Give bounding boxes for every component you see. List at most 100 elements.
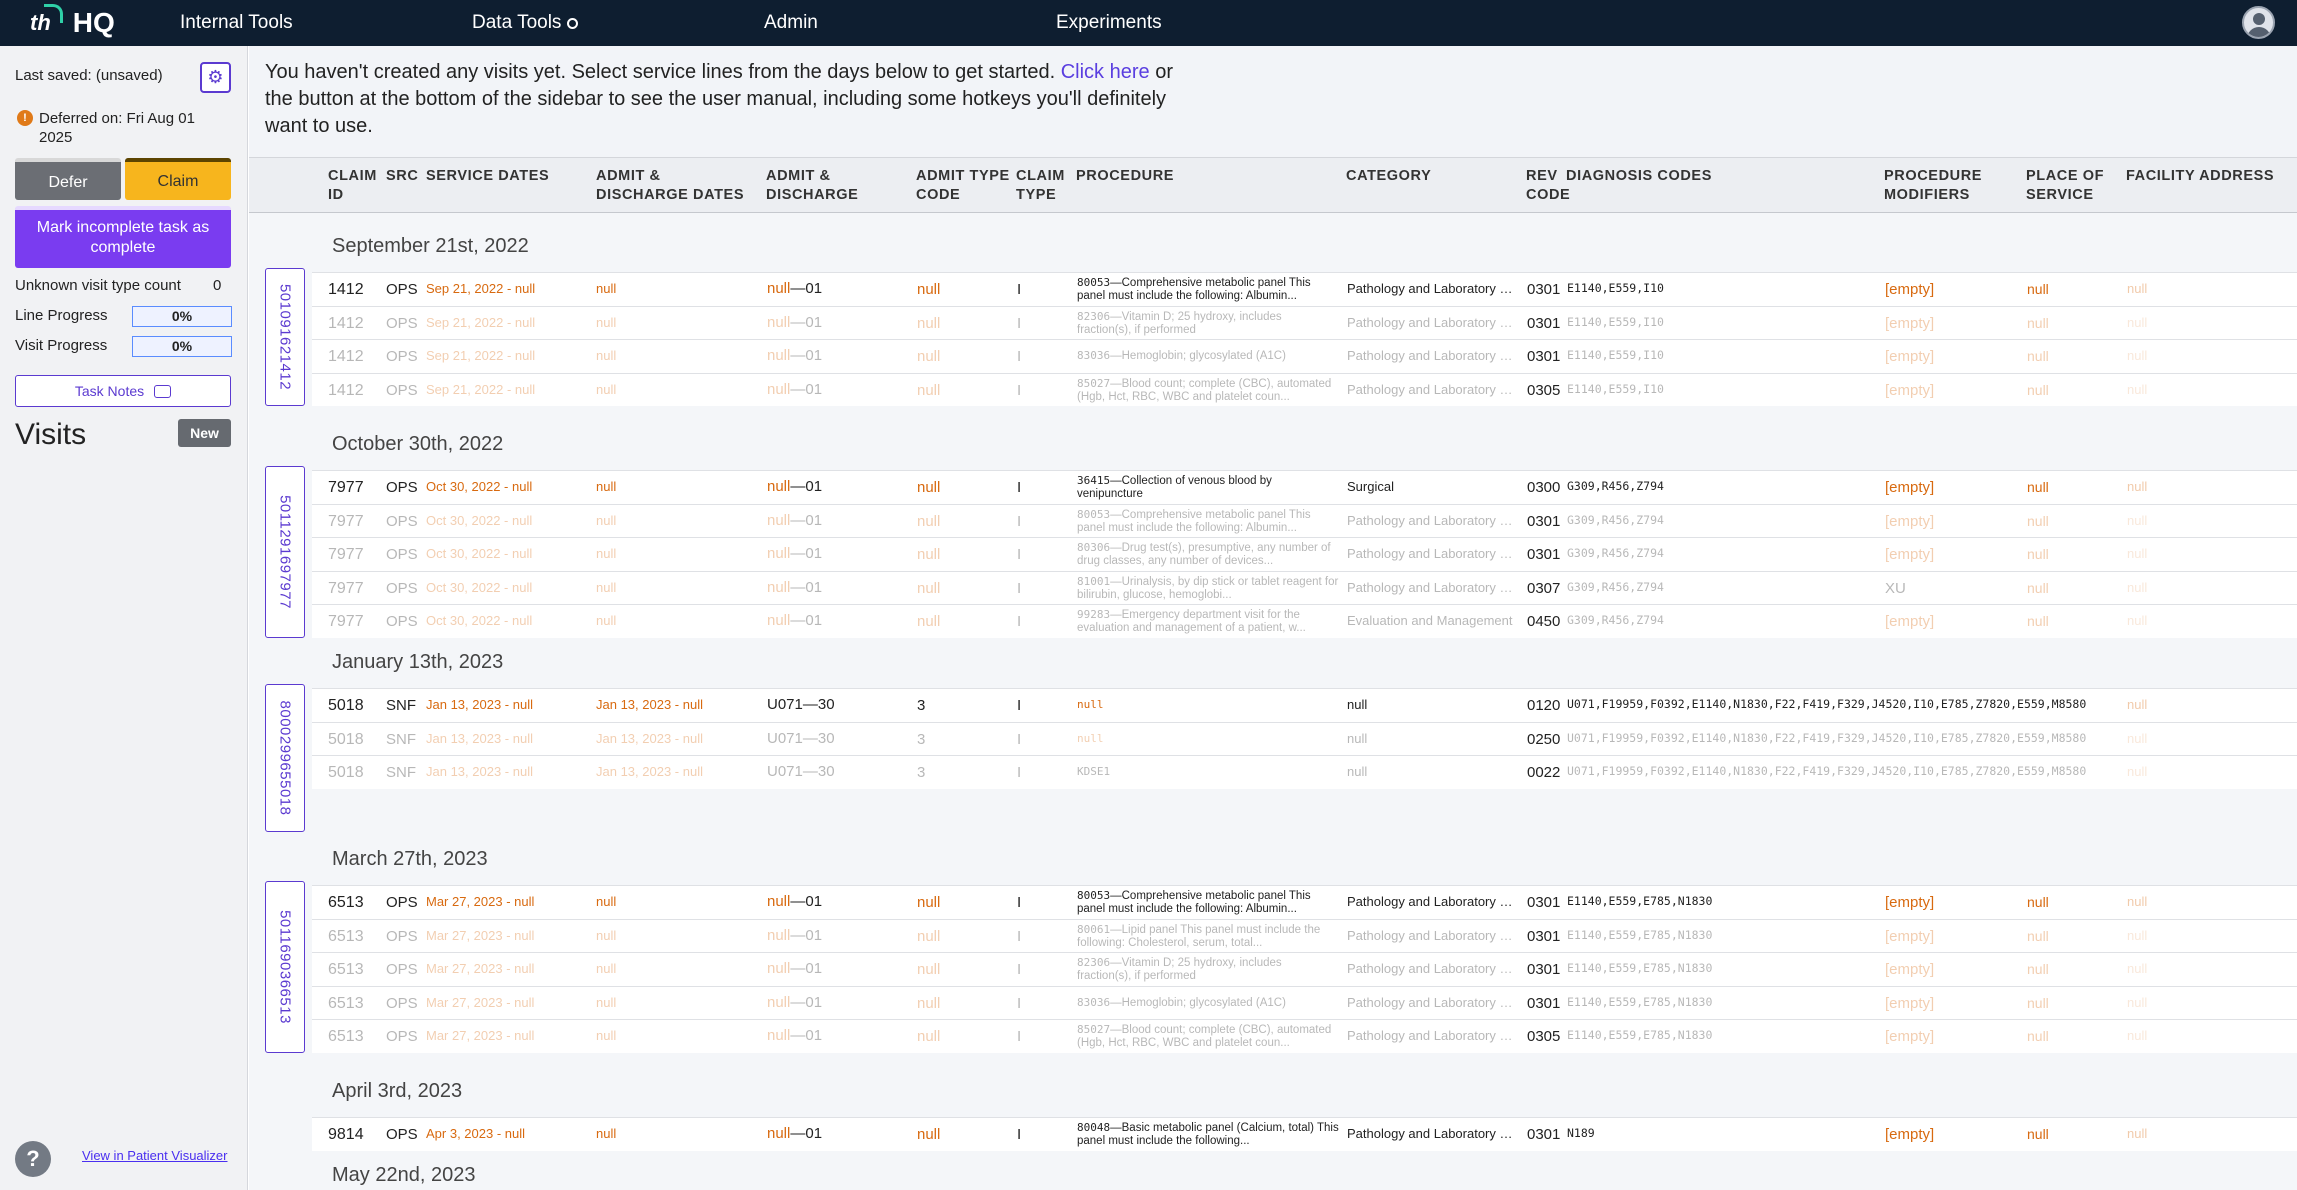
rev-code-cell: 0301 — [1527, 894, 1561, 911]
table-row[interactable]: 1412 OPS Sep 21, 2022 - null null null I Patho… — [312, 339, 2297, 373]
table-row[interactable]: 7977 OPS Oct 30, 2022 - null null null I Patho… — [312, 570, 2297, 604]
manual-link[interactable]: Click here — [1060, 61, 1150, 83]
category-cell: Pathology and Laboratory Procedures — [1347, 1028, 1517, 1043]
admit-discharge-cell: U071—30 — [767, 730, 835, 747]
discharge-code: 01 — [805, 478, 823, 495]
claim-id-cell: 1412 — [328, 381, 364, 399]
facility-cell: null — [2127, 1126, 2148, 1141]
banner-text: You haven't created any visits yet. Sele… — [265, 61, 1056, 83]
place-of-service-cell: null — [2027, 961, 2049, 977]
procedure-separator: — — [1110, 310, 1122, 323]
task-notes-button[interactable]: Task Notes — [15, 375, 231, 407]
table-row[interactable]: 9814 OPS Apr 3, 2023 - null null null I Pathol… — [312, 1117, 2297, 1151]
modifier-cell: [empty] — [1885, 281, 1935, 298]
line-progress-value: 0% — [132, 306, 232, 327]
help-icon[interactable]: ? — [15, 1141, 51, 1177]
new-visit-button[interactable]: New — [178, 419, 231, 447]
procedure-cell: 80053—Comprehensive metabolic panel This… — [1077, 508, 1339, 535]
admit-type-cell: null — [917, 1126, 941, 1143]
warning-icon: ! — [17, 110, 33, 126]
user-avatar-icon[interactable] — [2242, 6, 2275, 39]
rev-code-cell: 0305 — [1527, 1028, 1561, 1045]
nav-menu: Internal Tools Data Tools Admin Experime… — [160, 12, 1348, 34]
table-row[interactable]: 1412 OPS Sep 21, 2022 - null null null I Patho… — [312, 372, 2297, 406]
service-date-cell: Oct 30, 2022 - null — [426, 546, 533, 561]
discharge-code: 01 — [805, 578, 823, 596]
table-row[interactable]: 7977 OPS Oct 30, 2022 - null null null I Evalu… — [312, 604, 2297, 638]
claim-visit-tab[interactable]: 5011690366513 — [265, 881, 305, 1053]
procedure-separator: — — [1110, 609, 1122, 621]
col-procedure-modifiers: PROCEDURE MODIFIERS — [1884, 168, 1983, 203]
admit-type-cell: null — [917, 927, 941, 945]
table-row[interactable]: 5018 SNF Jan 13, 2023 - null Jan 13, 2023 -… — [312, 721, 2297, 755]
table-row[interactable]: 5018 SNF Jan 13, 2023 - null Jan 13, 2023 -… — [312, 688, 2297, 722]
claim-id-cell: 5018 — [328, 764, 364, 781]
procedure-code: 99283 — [1077, 608, 1111, 621]
modifier-cell: [empty] — [1885, 1028, 1935, 1045]
admit-discharge-cell: U071—30 — [767, 763, 835, 780]
col-admit-discharge-dates: ADMIT & DISCHARGE DATES — [596, 168, 745, 203]
modifier-cell: [empty] — [1885, 1126, 1935, 1143]
modifier-cell: [empty] — [1885, 961, 1935, 978]
table-row[interactable]: 7977 OPS Oct 30, 2022 - null null null I Surgi… — [312, 470, 2297, 504]
procedure-cell: null — [1077, 732, 1339, 746]
place-of-service-cell: null — [2027, 512, 2049, 529]
admit-discharge-cell: null—01 — [767, 579, 822, 596]
src-cell: OPS — [386, 927, 418, 945]
table-row[interactable]: 5018 SNF Jan 13, 2023 - null Jan 13, 2023 -… — [312, 755, 2297, 789]
procedure-code: 80053 — [1077, 276, 1111, 289]
procedure-separator: — — [1110, 957, 1122, 969]
table-row[interactable]: 1412 OPS Sep 21, 2022 - null null null I Patho… — [312, 305, 2297, 339]
table-row[interactable]: 6513 OPS Mar 27, 2023 - null null null I Patho… — [312, 1019, 2297, 1053]
col-category: CATEGORY — [1346, 168, 1432, 184]
patient-visualizer-link[interactable]: View in Patient Visualizer — [82, 1148, 228, 1163]
nav-experiments[interactable]: Experiments — [1056, 12, 1162, 33]
claim-visit-tab[interactable]: 5010916214​12 — [265, 268, 305, 406]
dash-separator: — — [802, 729, 818, 747]
table-row[interactable]: 6513 OPS Mar 27, 2023 - null null null I Patho… — [312, 985, 2297, 1019]
admit-code: U071 — [767, 729, 803, 747]
discharge-code: 01 — [805, 380, 823, 398]
diagnosis-cell: E1140,E559,E785,N1830 — [1567, 961, 1713, 975]
admit-code: null — [767, 612, 791, 629]
mark-complete-button[interactable]: Mark incomplete task as complete — [15, 206, 231, 268]
logo[interactable]: th HQ — [30, 4, 160, 39]
claim-visit-tab[interactable]: 8000299655018 — [265, 684, 305, 832]
claim-number: 5011291697977 — [276, 494, 294, 609]
admit-date-cell: null — [596, 894, 617, 909]
defer-button[interactable]: Defer — [15, 158, 121, 200]
date-header: January 13th, 2023 — [332, 651, 504, 673]
claim-visit-tab[interactable]: 5011291697977 — [265, 466, 305, 638]
table-row[interactable]: 6513 OPS Mar 27, 2023 - null null null I Patho… — [312, 885, 2297, 919]
admit-date-cell: Jan 13, 2023 - null — [596, 764, 703, 779]
rev-code-cell: 0301 — [1527, 281, 1561, 298]
claim-button[interactable]: Claim — [125, 158, 231, 200]
nav-data-tools[interactable]: Data Tools — [472, 12, 764, 34]
gear-icon[interactable]: ⚙ — [200, 62, 231, 93]
claim-type-cell: I — [1017, 613, 1022, 630]
facility-cell: null — [2127, 314, 2148, 330]
facility-cell: null — [2127, 613, 2148, 628]
admit-discharge-cell: U071—30 — [767, 696, 835, 713]
table-row[interactable]: 7977 OPS Oct 30, 2022 - null null null I Patho… — [312, 537, 2297, 571]
diagnosis-cell: E1140,E559,E785,N1830 — [1567, 1028, 1713, 1042]
admit-type-cell: null — [917, 1028, 941, 1045]
nav-internal-tools[interactable]: Internal Tools — [180, 12, 293, 33]
table-row[interactable]: 1412 OPS Sep 21, 2022 - null null null I Patho… — [312, 272, 2297, 306]
diagnosis-cell: E1140,E559,I10 — [1567, 281, 1664, 295]
admit-date-cell: null — [596, 927, 617, 943]
table-row[interactable]: 6513 OPS Mar 27, 2023 - null null null I Patho… — [312, 918, 2297, 952]
admit-discharge-cell: null—01 — [767, 314, 822, 331]
discharge-code: 01 — [805, 280, 823, 297]
procedure-description: Lipid panel This panel must include the … — [1077, 923, 1321, 949]
admit-discharge-cell: null—01 — [767, 994, 822, 1011]
table-row[interactable]: 7977 OPS Oct 30, 2022 - null null null I Patho… — [312, 503, 2297, 537]
procedure-description: Basic metabolic panel (Calcium, total) T… — [1077, 1122, 1339, 1147]
modifier-cell: [empty] — [1885, 512, 1935, 530]
table-row[interactable]: 6513 OPS Mar 27, 2023 - null null null I Patho… — [312, 952, 2297, 986]
claim-id-cell: 9814 — [328, 1126, 364, 1143]
nav-admin[interactable]: Admin — [764, 12, 818, 33]
procedure-separator: — — [1110, 377, 1122, 390]
procedure-separator: — — [1110, 542, 1122, 554]
modifier-cell: XU — [1885, 579, 1906, 597]
